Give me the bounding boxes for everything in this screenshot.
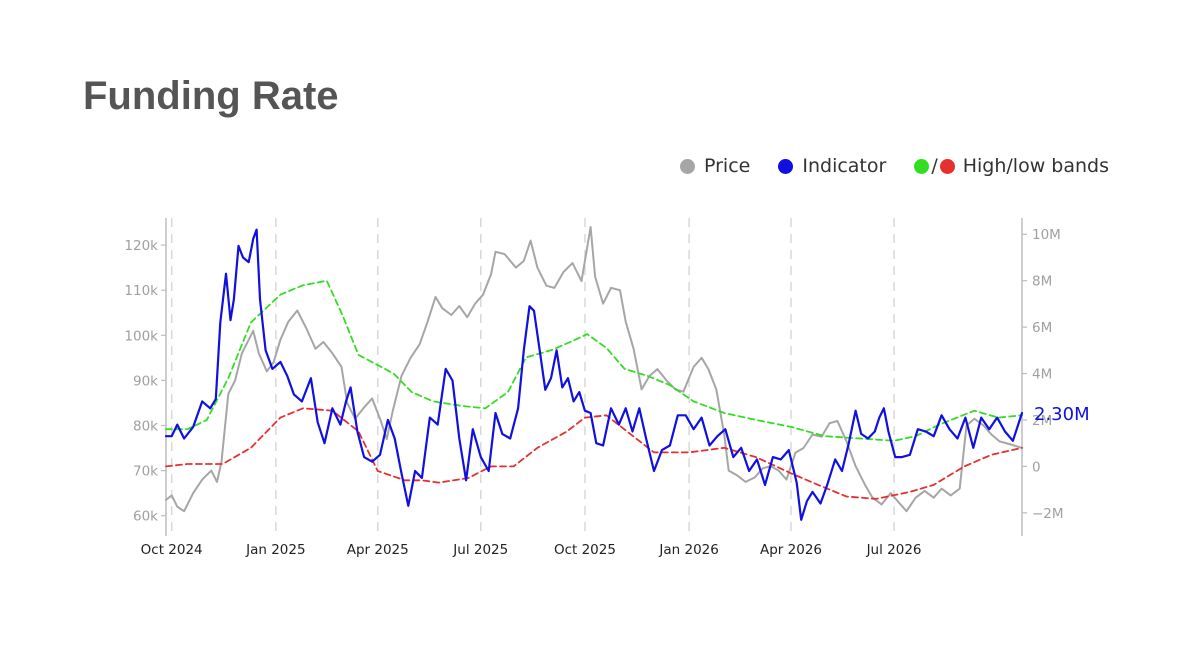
price-series-line (165, 226, 1023, 513)
right-axis-tick-label: −2M (1032, 506, 1064, 522)
left-axis-tick-label: 120k (124, 238, 158, 254)
right-axis-tick-label: 10M (1032, 227, 1061, 243)
left-axis-tick-label: 70k (133, 464, 158, 480)
indicator-legend-dot-icon (778, 158, 794, 174)
low-band-series-line (165, 407, 1023, 500)
right-axis-tick-label: 0 (1032, 459, 1041, 475)
x-tick-label: Oct 2025 (554, 542, 616, 558)
indicator-series-line (164, 228, 1024, 521)
x-tick-label: Oct 2024 (141, 542, 203, 558)
left-axis-tick-label: 80k (133, 418, 158, 434)
legend-slash: / (931, 155, 938, 177)
x-tick-label: Jan 2025 (245, 542, 305, 558)
x-tick-label: Jul 2026 (866, 542, 922, 558)
price-legend-dot-icon (680, 158, 695, 174)
x-tick-label: Apr 2025 (347, 542, 409, 558)
x-tick-label: Jul 2025 (452, 542, 508, 558)
left-axis-tick-label: 100k (124, 328, 158, 344)
legend-label-bands: High/low bands (962, 155, 1109, 177)
high-band-legend-dot-icon (914, 158, 930, 174)
left-axis-tick-label: 90k (133, 373, 158, 389)
left-axis-tick-label: 110k (124, 283, 158, 299)
indicator-last-value-label: 2.30M (1034, 404, 1090, 425)
right-axis-tick-label: 2M (1032, 413, 1052, 429)
low-band-legend-dot-icon (939, 158, 955, 174)
chart-gridlines (170, 218, 895, 536)
chart-series (164, 226, 1024, 521)
right-axis-tick-label: 8M (1032, 274, 1052, 290)
legend-item-bands[interactable]: / High/low bands (914, 155, 1109, 177)
x-tick-label: Jan 2026 (658, 542, 718, 558)
right-axis-tick-label: 4M (1032, 367, 1052, 383)
page-title: Funding Rate (83, 74, 339, 118)
right-axis-tick-label: 6M (1032, 320, 1052, 336)
chart-legend: Price Indicator / High/low bands (652, 155, 1109, 177)
legend-item-price[interactable]: Price (680, 155, 750, 177)
x-tick-label: Apr 2026 (760, 542, 822, 558)
legend-label-indicator: Indicator (802, 155, 887, 177)
chart-axes: Oct 2024 Jan 2025 Apr 2025 Jul 2025 Oct 2025… (124, 218, 1064, 558)
chart-labels: 2.30M (1034, 404, 1090, 425)
left-axis-tick-label: 60k (133, 509, 158, 525)
legend-label-price: Price (704, 155, 751, 177)
legend-item-indicator[interactable]: Indicator (778, 155, 886, 177)
high-band-series-line (165, 279, 1023, 442)
